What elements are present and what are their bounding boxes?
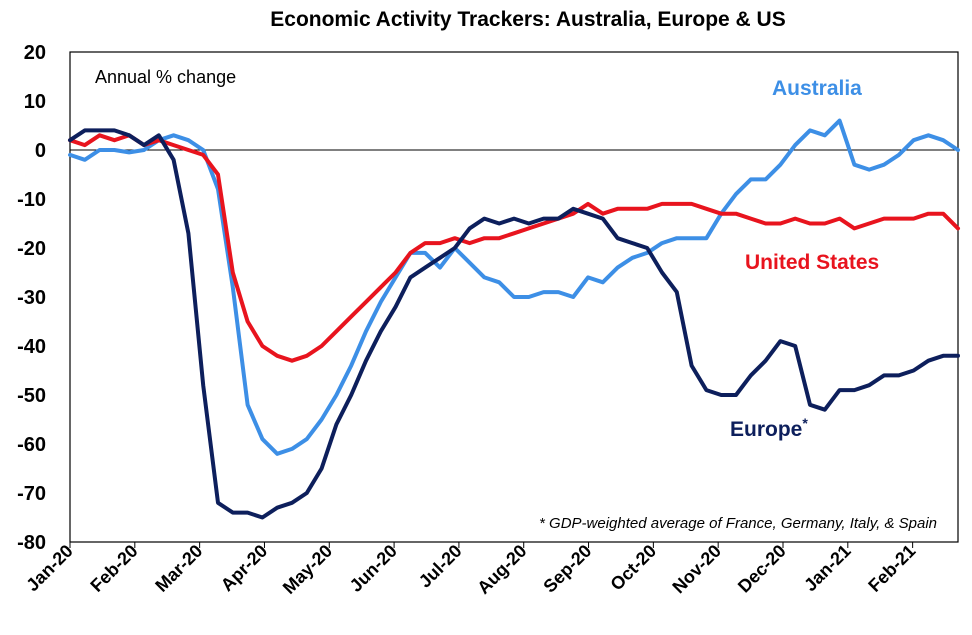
y-tick-label: 20 xyxy=(24,42,46,64)
x-tick-label: Nov-20 xyxy=(668,541,725,598)
x-tick-label: Feb-20 xyxy=(86,541,141,596)
series-label-europe: Europe* xyxy=(730,415,808,441)
series-label-united-states: United States xyxy=(745,251,879,274)
x-tick-label: Oct-20 xyxy=(606,541,660,595)
x-tick-label: Apr-20 xyxy=(217,541,271,595)
x-tick-labels: Jan-20 Feb-20 Mar-20 Apr-20 May-20 Jun-20 Jul-… xyxy=(22,541,919,598)
x-tick-label: May-20 xyxy=(279,541,336,598)
y-axis-label: Annual % change xyxy=(95,67,236,87)
y-tick-label: -70 xyxy=(17,483,46,505)
chart-title: Economic Activity Trackers: Australia, E… xyxy=(270,8,785,31)
x-tick-label: Jul-20 xyxy=(415,541,466,592)
y-tick-label: -50 xyxy=(17,385,46,407)
series-line-australia xyxy=(68,118,960,456)
series-line-united-states xyxy=(68,133,960,363)
x-tick-label: Jan-21 xyxy=(800,541,854,595)
x-tick-marks xyxy=(69,542,914,548)
series-label-australia: Australia xyxy=(772,77,862,100)
x-tick-label: Aug-20 xyxy=(473,541,530,598)
y-tick-label: -20 xyxy=(17,238,46,260)
x-tick-label: Sep-20 xyxy=(539,541,595,597)
y-tick-label: -80 xyxy=(17,532,46,554)
y-tick-label: -40 xyxy=(17,336,46,358)
y-tick-label: 0 xyxy=(35,140,46,162)
x-tick-label: Jun-20 xyxy=(346,541,401,596)
x-tick-label: Dec-20 xyxy=(734,541,790,597)
series-label-europe-asterisk: * xyxy=(802,415,808,431)
series-line-europe xyxy=(68,128,960,520)
footnote: * GDP-weighted average of France, German… xyxy=(539,515,937,532)
y-tick-label: -10 xyxy=(17,189,46,211)
series-label-europe-text: Europe xyxy=(730,418,802,441)
y-tick-label: 10 xyxy=(24,91,46,113)
y-tick-label: -60 xyxy=(17,434,46,456)
x-tick-label: Feb-21 xyxy=(864,541,919,596)
series-lines xyxy=(68,118,960,520)
x-tick-label: Mar-20 xyxy=(151,541,206,596)
y-tick-label: -30 xyxy=(17,287,46,309)
y-tick-labels: 20 10 0 -10 -20 -30 -40 -50 -60 -70 -80 xyxy=(17,42,46,554)
